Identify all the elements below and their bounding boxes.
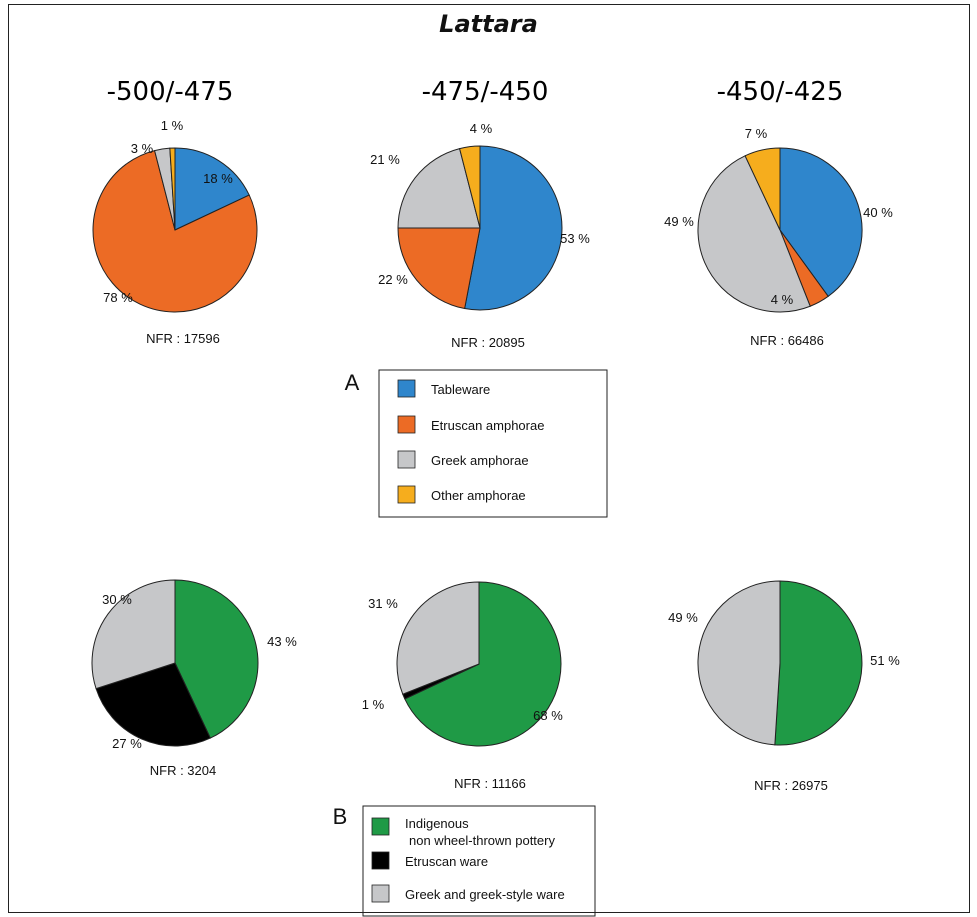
period-title-2: -475/-450	[422, 77, 549, 107]
legend-b-box	[362, 805, 596, 917]
pie-2-label-etruscan-amphorae: 22 %	[378, 272, 408, 287]
pie-chart-6: 51 % 49 % NFR : 26975	[668, 580, 900, 793]
legend-b-label-indigenous-2: non wheel-thrown pottery	[409, 833, 555, 848]
panel-a-label: A	[345, 370, 360, 395]
pie-4-label-indigenous-non-wheel-thrown-pottery: 43 %	[267, 634, 297, 649]
pie-chart-4: 43 % 27 % 30 % NFR : 3204	[91, 579, 297, 778]
legend-b-label-etruscan-ware: Etruscan ware	[405, 854, 488, 869]
legend-b-label-indigenous-1: Indigenous	[405, 816, 469, 831]
pie-3-label-other-amphorae: 7 %	[745, 126, 768, 141]
pie-2-slice-etruscan-amphorae	[397, 227, 481, 310]
pie-chart-1: 18 % 78 % 3 % 1 % NFR : 17596	[92, 118, 258, 346]
pie-1-label-greek-amphorae: 3 %	[131, 141, 154, 156]
pie-5-nfr: NFR : 11166	[454, 776, 526, 791]
pie-2-label-other-amphorae: 4 %	[470, 121, 493, 136]
pie-1-label-tableware: 18 %	[203, 171, 233, 186]
legend-a-box	[378, 369, 608, 518]
pie-3-slice-other-amphorae	[744, 147, 781, 231]
pie-4-label-etruscan-ware: 27 %	[112, 736, 142, 751]
legend-a-swatch-tableware	[397, 379, 416, 398]
pie-6-label-indigenous-non-wheel-thrown-pottery: 51 %	[870, 653, 900, 668]
pie-2-label-greek-amphorae: 21 %	[370, 152, 400, 167]
pie-chart-5: 68 % 1 % 31 % NFR : 11166	[362, 581, 563, 791]
pie-5-label-indigenous-non-wheel-thrown-pottery: 68 %	[533, 708, 563, 723]
pie-1-slice-other-amphorae	[169, 147, 176, 231]
pie-2-label-tableware: 53 %	[560, 231, 590, 246]
pie-6-slice-indigenous-non-wheel-thrown-pottery	[774, 580, 863, 746]
pie-4-label-greek-and-greek-style-ware: 30 %	[102, 592, 132, 607]
legend-a-label-greek-amphorae: Greek amphorae	[431, 453, 529, 468]
pie-2-slice-tableware	[464, 145, 563, 311]
pie-1-slice-etruscan-amphorae	[92, 149, 258, 313]
pie-1-nfr: NFR : 17596	[146, 331, 220, 346]
legend-a-swatch-other-amphorae	[397, 485, 416, 504]
pie-3-slice-tableware	[779, 147, 863, 298]
legend-a-label-etruscan-amphorae: Etruscan amphorae	[431, 418, 544, 433]
pie-4-slice-greek-and-greek-style-ware	[91, 579, 176, 690]
figure-title: Lattara	[439, 10, 538, 38]
legend-b-swatch-greek-ware	[371, 884, 390, 903]
pie-4-slice-etruscan-ware	[95, 662, 212, 747]
pie-3-label-etruscan-amphorae: 4 %	[771, 292, 794, 307]
pie-chart-3: 40 % 4 % 49 % 7 % NFR : 66486	[664, 126, 893, 348]
panel-b-label: B	[333, 804, 348, 829]
legend-a-label-other-amphorae: Other amphorae	[431, 488, 526, 503]
pie-chart-2: 53 % 22 % 21 % 4 % NFR : 20895	[370, 121, 590, 350]
legend-a-label-tableware: Tableware	[431, 382, 490, 397]
pie-1-slice-tableware	[174, 147, 250, 231]
legend-a-swatch-greek-amphorae	[397, 450, 416, 469]
period-title-1: -500/-475	[107, 77, 234, 107]
pie-3-slice-greek-amphorae	[697, 155, 811, 313]
pie-5-label-greek-and-greek-style-ware: 31 %	[368, 596, 398, 611]
figure-frame	[8, 4, 970, 913]
pie-6-nfr: NFR : 26975	[754, 778, 828, 793]
pie-3-label-greek-amphorae: 49 %	[664, 214, 694, 229]
pie-5-label-etruscan-ware: 1 %	[362, 697, 385, 712]
pie-5-slice-greek-and-greek-style-ware	[396, 581, 480, 695]
pie-6-label-greek-and-greek-style-ware: 49 %	[668, 610, 698, 625]
pie-5-slice-indigenous-non-wheel-thrown-pottery	[404, 581, 562, 747]
pies-group: 18 % 78 % 3 % 1 % NFR : 17596 53 % 22 % 21 % 4 %…	[91, 118, 900, 793]
pie-4-slice-indigenous-non-wheel-thrown-pottery	[174, 579, 259, 739]
pie-4-nfr: NFR : 3204	[150, 763, 216, 778]
period-title-3: -450/-425	[717, 77, 844, 107]
pie-6-slice-greek-and-greek-style-ware	[697, 580, 781, 746]
pie-3-nfr: NFR : 66486	[750, 333, 824, 348]
legend-b-label-greek-ware: Greek and greek-style ware	[405, 887, 565, 902]
legend-b-swatch-etruscan-ware	[371, 851, 390, 870]
legend-a-swatch-etruscan-amphorae	[397, 415, 416, 434]
pie-1-label-etruscan-amphorae: 78 %	[103, 290, 133, 305]
pie-2-slice-greek-amphorae	[397, 147, 481, 229]
pie-3-label-tableware: 40 %	[863, 205, 893, 220]
pie-2-slice-other-amphorae	[459, 145, 481, 229]
pie-1-label-other-amphorae: 1 %	[161, 118, 184, 133]
pie-2-nfr: NFR : 20895	[451, 335, 525, 350]
legend-b-swatch-indigenous	[371, 817, 390, 836]
